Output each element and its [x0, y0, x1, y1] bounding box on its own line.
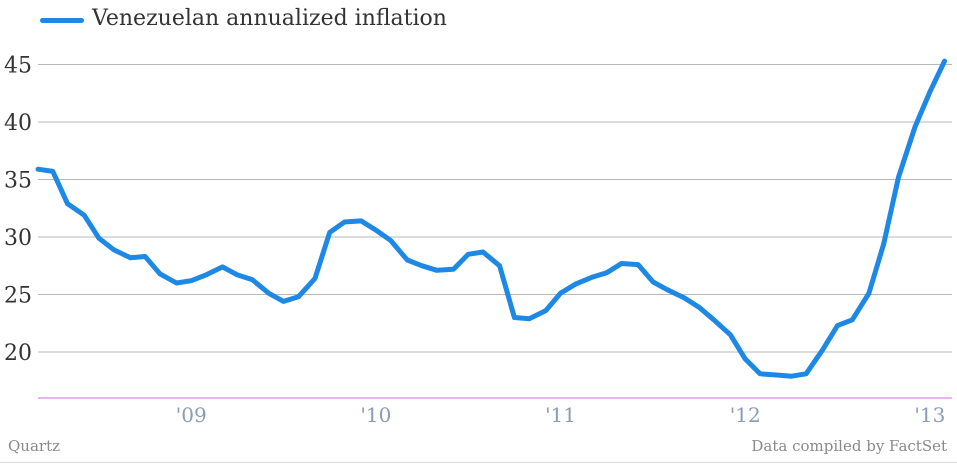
x-tick-label: '10: [360, 403, 391, 427]
series-line: [35, 58, 948, 379]
y-tick-label: 35: [4, 169, 32, 194]
y-tick-label: 30: [4, 226, 32, 251]
footer-source-left: Quartz: [8, 437, 61, 455]
footer-divider: [0, 462, 957, 463]
y-tick-label: 25: [4, 284, 32, 309]
y-tick-label: 40: [4, 111, 32, 136]
x-tick-label: '12: [730, 403, 761, 427]
x-tick-label: '13: [914, 403, 945, 427]
footer-source-right: Data compiled by FactSet: [751, 437, 947, 455]
legend-swatch: [40, 18, 84, 23]
y-tick-label: 20: [4, 341, 32, 366]
x-tick-label: '09: [176, 403, 207, 427]
legend-label: Venezuelan annualized inflation: [92, 6, 447, 31]
y-tick-label: 45: [4, 54, 32, 79]
x-tick-label: '11: [545, 403, 576, 427]
